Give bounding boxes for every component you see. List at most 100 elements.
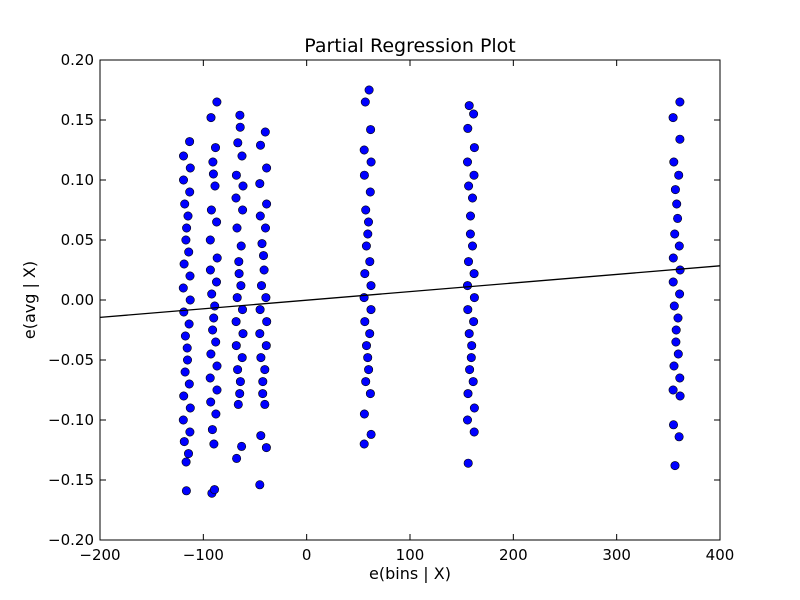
scatter-point xyxy=(205,373,215,383)
scatter-point xyxy=(210,181,220,191)
scatter-point xyxy=(185,403,195,413)
scatter-point xyxy=(469,109,479,119)
scatter-point xyxy=(206,349,216,359)
scatter-point xyxy=(210,301,220,311)
scatter-point xyxy=(365,187,375,197)
scatter-point xyxy=(185,137,195,147)
y-tick-label: 0.15 xyxy=(61,111,94,129)
scatter-point xyxy=(261,293,271,303)
scatter-point xyxy=(467,341,477,351)
scatter-point xyxy=(366,125,376,135)
scatter-point xyxy=(207,425,217,435)
scatter-point xyxy=(233,138,243,148)
scatter-point xyxy=(668,253,678,263)
scatter-point xyxy=(463,305,473,315)
scatter-point xyxy=(205,235,215,245)
x-axis-ticks: −200 −100 0 100 200 300 400 xyxy=(79,60,734,564)
scatter-point xyxy=(261,341,271,351)
scatter-point xyxy=(179,437,189,447)
scatter-point xyxy=(237,353,247,363)
scatter-point xyxy=(178,415,188,425)
scatter-point xyxy=(211,143,221,153)
y-axis-label: e(avg | X) xyxy=(20,261,39,339)
scatter-point xyxy=(212,361,222,371)
y-tick-label: 0.00 xyxy=(61,291,94,309)
scatter-point xyxy=(360,269,370,279)
scatter-point xyxy=(233,365,243,375)
scatter-point xyxy=(180,367,190,377)
y-tick-label: 0.20 xyxy=(61,51,94,69)
scatter-point xyxy=(179,151,189,161)
scatter-point xyxy=(212,277,222,287)
scatter-point xyxy=(464,181,474,191)
scatter-point xyxy=(669,301,679,311)
scatter-point xyxy=(463,257,473,267)
scatter-point xyxy=(234,257,244,267)
y-tick-label: −0.05 xyxy=(48,351,94,369)
scatter-point xyxy=(231,317,241,327)
x-tick-label: 0 xyxy=(302,546,312,564)
scatter-point xyxy=(255,211,265,221)
scatter-point xyxy=(232,293,242,303)
scatter-point xyxy=(207,289,217,299)
scatter-point xyxy=(211,337,221,347)
scatter-point xyxy=(212,253,222,263)
scatter-point xyxy=(179,307,189,317)
scatter-point xyxy=(259,265,269,275)
scatter-point xyxy=(232,453,242,463)
scatter-point xyxy=(255,329,265,339)
y-tick-label: 0.05 xyxy=(61,231,94,249)
scatter-point xyxy=(366,281,376,291)
scatter-point xyxy=(209,439,219,449)
scatter-point xyxy=(361,377,371,387)
x-tick-label: −200 xyxy=(79,546,120,564)
scatter-point xyxy=(465,211,475,221)
scatter-point xyxy=(469,317,479,327)
scatter-point xyxy=(208,169,218,179)
scatter-point xyxy=(469,269,479,279)
scatter-point xyxy=(465,229,475,239)
scatter-point xyxy=(359,439,369,449)
scatter-point xyxy=(669,157,679,167)
scatter-point xyxy=(364,365,374,375)
scatter-point xyxy=(469,293,479,303)
scatter-point xyxy=(463,458,473,468)
scatter-point xyxy=(363,217,373,227)
scatter-point xyxy=(180,199,190,209)
scatter-point xyxy=(233,399,243,409)
scatter-point xyxy=(359,145,369,155)
scatter-point xyxy=(261,443,271,453)
x-tick-label: 300 xyxy=(602,546,631,564)
scatter-point xyxy=(180,331,190,341)
scatter-point xyxy=(466,353,476,363)
scatter-point xyxy=(255,140,265,150)
scatter-point xyxy=(467,193,477,203)
scatter-point xyxy=(674,241,684,251)
y-axis-ticks: −0.20 −0.15 −0.10 −0.05 0.00 0.05 0.10 0.15 0.20 xyxy=(48,51,720,549)
scatter-point xyxy=(365,257,375,267)
scatter-point xyxy=(668,420,678,430)
y-tick-label: −0.20 xyxy=(48,531,94,549)
scatter-point xyxy=(671,337,681,347)
scatter-point xyxy=(468,377,478,387)
scatter-point xyxy=(181,457,191,467)
scatter-point xyxy=(469,143,479,153)
scatter-point xyxy=(469,170,479,180)
x-tick-label: 400 xyxy=(706,546,735,564)
scatter-point xyxy=(675,97,685,107)
scatter-point xyxy=(363,229,373,239)
scatter-point xyxy=(238,205,248,215)
scatter-point xyxy=(236,281,246,291)
scatter-point xyxy=(255,305,265,315)
y-tick-label: −0.15 xyxy=(48,471,94,489)
scatter-point xyxy=(184,449,194,459)
scatter-point xyxy=(205,265,215,275)
scatter-point xyxy=(258,377,268,387)
scatter-point xyxy=(185,427,195,437)
scatter-point xyxy=(463,389,473,399)
fit-line-group xyxy=(99,265,721,319)
scatter-point xyxy=(257,239,267,249)
scatter-point xyxy=(231,341,241,351)
scatter-point xyxy=(669,361,679,371)
